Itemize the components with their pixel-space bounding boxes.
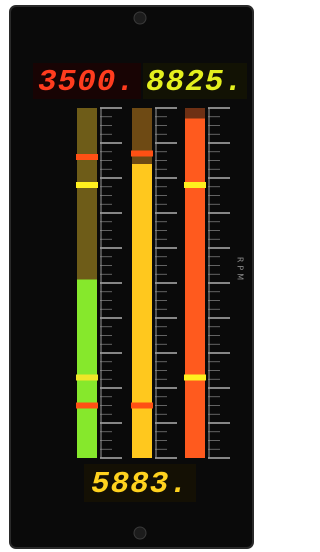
- meter-panel: 3500. 8825. 5883. RPM: [0, 0, 262, 552]
- top-left-display: 3500.: [38, 65, 136, 100]
- unit-label: RPM: [236, 257, 245, 283]
- bar-marker: [131, 403, 153, 409]
- bottom-display: 5883.: [91, 467, 189, 502]
- bar-fill: [77, 280, 97, 459]
- bar-marker: [184, 182, 206, 188]
- screw-hole: [134, 527, 146, 539]
- bar-fill: [185, 119, 205, 459]
- bar-marker: [184, 375, 206, 381]
- bar-fill: [132, 164, 152, 458]
- top-right-display: 8825.: [146, 65, 244, 100]
- bar-marker: [131, 151, 153, 157]
- bar-marker: [76, 154, 98, 160]
- page: {"displays": [ {"text": "3500.", "color"…: [0, 0, 262, 552]
- bar-marker: [76, 403, 98, 409]
- bar-marker: [76, 375, 98, 381]
- screw-hole: [134, 12, 146, 24]
- bar-marker: [76, 182, 98, 188]
